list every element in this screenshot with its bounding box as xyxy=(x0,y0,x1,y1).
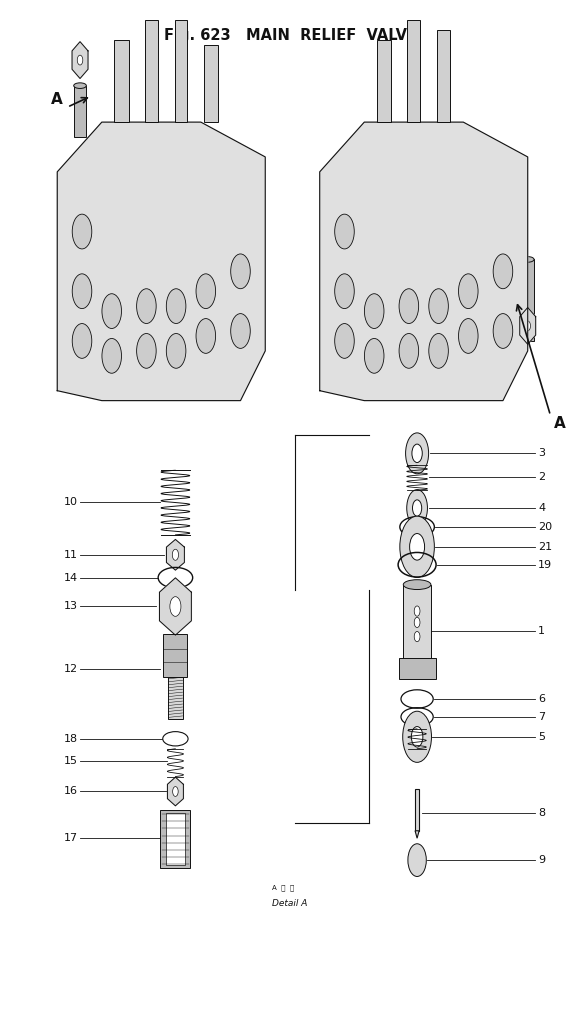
Polygon shape xyxy=(166,540,184,571)
Text: 15: 15 xyxy=(63,756,78,766)
Circle shape xyxy=(411,727,423,747)
Circle shape xyxy=(410,534,425,560)
Circle shape xyxy=(364,338,384,373)
Bar xyxy=(145,20,157,122)
Bar xyxy=(437,30,450,122)
Bar xyxy=(203,45,218,122)
Circle shape xyxy=(493,254,512,289)
Text: 17: 17 xyxy=(63,834,78,843)
Polygon shape xyxy=(159,578,191,635)
Circle shape xyxy=(166,333,186,368)
Circle shape xyxy=(231,314,250,348)
Polygon shape xyxy=(320,122,528,401)
Circle shape xyxy=(72,273,92,308)
Circle shape xyxy=(364,294,384,329)
Text: 16: 16 xyxy=(63,786,78,797)
Circle shape xyxy=(102,294,121,329)
Text: A: A xyxy=(554,416,565,431)
Circle shape xyxy=(407,489,428,526)
Circle shape xyxy=(399,289,419,324)
Bar xyxy=(168,677,182,719)
Bar xyxy=(175,20,188,122)
Bar xyxy=(166,813,185,865)
Circle shape xyxy=(414,605,420,616)
Text: 11: 11 xyxy=(63,550,78,560)
Circle shape xyxy=(458,273,478,308)
Circle shape xyxy=(166,289,186,324)
Circle shape xyxy=(137,333,156,368)
Polygon shape xyxy=(72,42,88,78)
Ellipse shape xyxy=(403,580,431,589)
Circle shape xyxy=(412,444,422,463)
Text: 12: 12 xyxy=(63,664,78,674)
Text: 6: 6 xyxy=(538,694,545,704)
Text: Detail A: Detail A xyxy=(272,900,307,909)
Circle shape xyxy=(408,844,426,877)
Circle shape xyxy=(231,254,250,289)
Text: 3: 3 xyxy=(538,448,545,458)
Circle shape xyxy=(493,314,512,348)
Circle shape xyxy=(335,214,354,249)
Circle shape xyxy=(429,289,449,324)
Circle shape xyxy=(102,338,121,373)
Circle shape xyxy=(400,516,435,578)
Text: 21: 21 xyxy=(538,542,552,552)
Circle shape xyxy=(406,433,429,474)
Text: 19: 19 xyxy=(538,559,552,570)
Text: A: A xyxy=(51,91,63,107)
Circle shape xyxy=(173,549,178,560)
Polygon shape xyxy=(167,777,184,806)
Circle shape xyxy=(77,56,83,65)
Text: 5: 5 xyxy=(538,732,545,742)
Circle shape xyxy=(335,324,354,359)
Text: 18: 18 xyxy=(63,734,78,744)
Circle shape xyxy=(399,333,419,368)
Polygon shape xyxy=(415,831,419,838)
Circle shape xyxy=(403,711,432,763)
Circle shape xyxy=(137,289,156,324)
Ellipse shape xyxy=(521,257,534,262)
Polygon shape xyxy=(58,122,266,401)
Circle shape xyxy=(335,273,354,308)
Circle shape xyxy=(196,319,216,354)
Text: 10: 10 xyxy=(63,498,78,507)
Text: A  拡  大: A 拡 大 xyxy=(272,885,295,891)
Text: 1: 1 xyxy=(538,626,545,636)
Text: 13: 13 xyxy=(63,601,78,612)
Circle shape xyxy=(413,500,422,516)
Circle shape xyxy=(429,333,449,368)
Circle shape xyxy=(525,321,530,331)
Bar xyxy=(114,40,129,122)
Circle shape xyxy=(170,596,181,617)
Text: 9: 9 xyxy=(538,855,545,866)
Text: 2: 2 xyxy=(538,472,545,482)
Bar xyxy=(74,85,87,137)
Bar xyxy=(399,658,436,680)
Circle shape xyxy=(173,786,178,797)
Circle shape xyxy=(414,617,420,627)
Circle shape xyxy=(458,319,478,354)
Circle shape xyxy=(196,273,216,308)
Text: 14: 14 xyxy=(63,573,78,583)
Bar xyxy=(415,788,419,831)
Bar xyxy=(163,634,188,677)
Bar xyxy=(403,585,431,660)
Circle shape xyxy=(414,631,420,641)
Bar xyxy=(407,20,420,122)
Text: Fig. 623   MAIN  RELIEF  VALVE: Fig. 623 MAIN RELIEF VALVE xyxy=(164,29,417,43)
Bar xyxy=(521,259,534,341)
Text: 8: 8 xyxy=(538,808,545,818)
Text: 4: 4 xyxy=(538,503,545,513)
Text: 20: 20 xyxy=(538,522,552,531)
Bar xyxy=(160,810,191,868)
Text: 7: 7 xyxy=(538,712,545,722)
Circle shape xyxy=(72,214,92,249)
Ellipse shape xyxy=(74,83,87,88)
Bar xyxy=(377,40,391,122)
Circle shape xyxy=(72,324,92,359)
Polygon shape xyxy=(520,307,536,344)
